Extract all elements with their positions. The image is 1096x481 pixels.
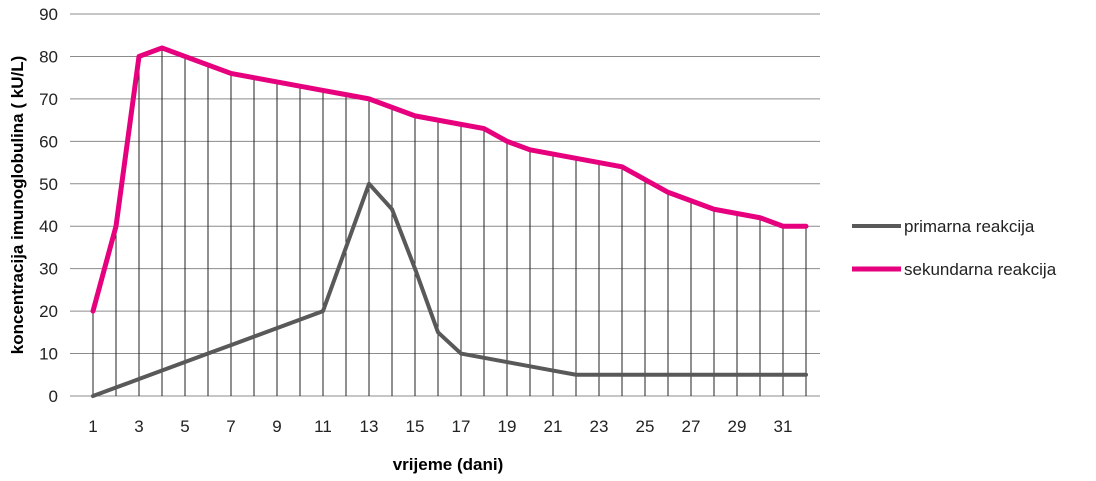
vertical-grid: [92, 47, 807, 396]
x-tick-label-11: 23: [590, 417, 609, 436]
y-tick-label-8: 80: [39, 47, 58, 66]
x-tick-label-6: 13: [360, 417, 379, 436]
x-tick-label-0: 1: [88, 417, 97, 436]
x-tick-label-2: 5: [180, 417, 189, 436]
x-tick-label-1: 3: [134, 417, 143, 436]
x-tick-label-3: 7: [226, 417, 235, 436]
x-tick-label-9: 19: [498, 417, 517, 436]
y-tick-label-4: 40: [39, 217, 58, 236]
y-tick-label-3: 30: [39, 260, 58, 279]
x-tick-label-5: 11: [314, 417, 332, 436]
series-line-1: [90, 45, 809, 314]
x-tick-label-14: 29: [728, 417, 747, 436]
legend-label-1: sekundarna reakcija: [904, 260, 1057, 279]
series-lines: [90, 45, 809, 398]
x-tick-label-8: 17: [452, 417, 471, 436]
y-axis-title: koncentracija imunoglobulina ( kU/L): [8, 56, 27, 354]
x-tick-label-10: 21: [544, 417, 563, 436]
legend: primarna reakcija sekundarna reakcija: [852, 217, 1057, 279]
x-tick-label-15: 31: [774, 417, 793, 436]
x-tick-label-13: 27: [682, 417, 701, 436]
series-line-0: [91, 181, 808, 398]
x-tick-label-4: 9: [272, 417, 281, 436]
y-tick-label-2: 20: [39, 302, 58, 321]
legend-label-0: primarna reakcija: [904, 217, 1035, 236]
y-tick-labels: 0 10 20 30 40 50 60 70 80 90: [39, 5, 58, 406]
y-tick-label-6: 60: [39, 132, 58, 151]
y-tick-label-0: 0: [49, 387, 58, 406]
x-tick-label-7: 15: [406, 417, 425, 436]
horizontal-grid: [70, 13, 820, 397]
y-tick-label-5: 50: [39, 175, 58, 194]
y-tick-label-9: 90: [39, 5, 58, 24]
x-axis-title: vrijeme (dani): [393, 455, 504, 474]
y-tick-label-1: 10: [39, 345, 58, 364]
x-tick-label-12: 25: [636, 417, 655, 436]
x-tick-labels: 1 3 5 7 9 11 13 15 17 19 21 23 25 27 29 31: [88, 417, 792, 436]
y-tick-label-7: 70: [39, 90, 58, 109]
